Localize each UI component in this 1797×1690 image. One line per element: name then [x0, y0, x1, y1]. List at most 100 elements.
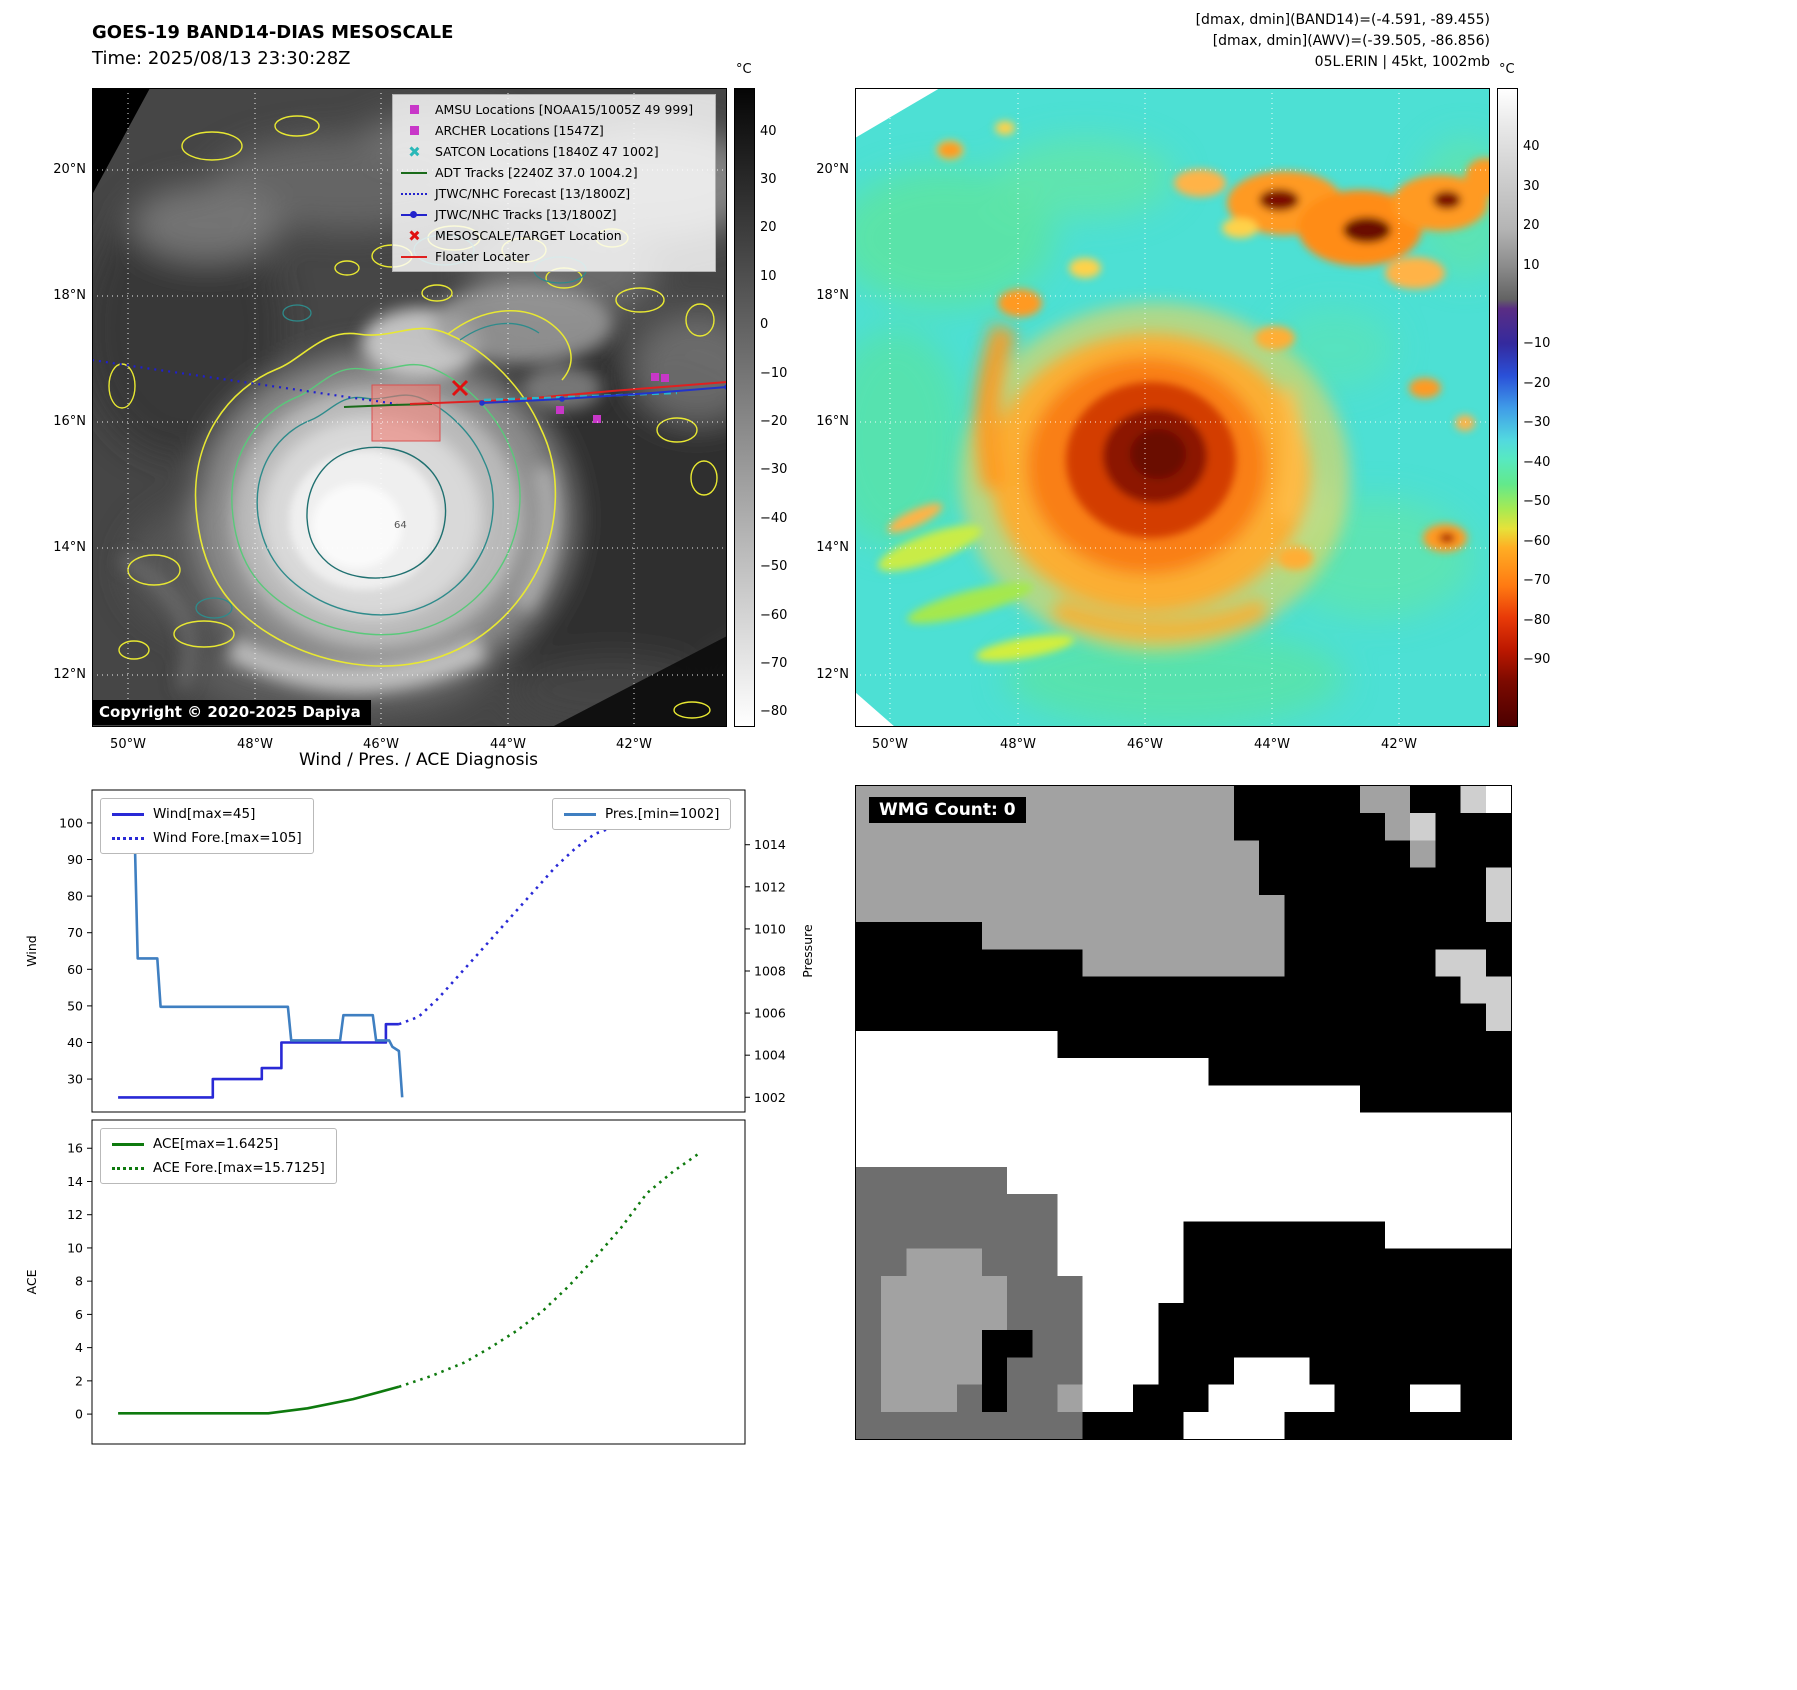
convective-patches — [878, 121, 1490, 662]
map-gridlines — [92, 88, 727, 727]
svg-text:70: 70 — [67, 925, 83, 940]
storm-id-intensity: 05L.ERIN | 45kt, 1002mb — [1314, 54, 1490, 70]
wmg-panel: WMG Count: 0 — [855, 785, 1512, 1440]
jtwc-forecast-line — [92, 358, 398, 406]
map-legend-label: SATCON Locations [1840Z 47 1002] — [435, 144, 659, 159]
scan-edge-bottom-right — [552, 636, 727, 727]
pressure-chart-legend: Pres.[min=1002] — [552, 798, 732, 830]
svg-text:1006: 1006 — [754, 1006, 786, 1021]
awv-colorbar-tick: −50 — [1523, 494, 1551, 510]
copyright-label: Copyright © 2020-2025 Dapiya — [93, 700, 371, 725]
storm-core-cloud — [289, 450, 439, 590]
chart-legend-label: ACE Fore.[max=15.7125] — [153, 1160, 325, 1176]
band14-colorbar-tick: 30 — [760, 171, 777, 187]
awv-colorbar-tick: −90 — [1523, 651, 1551, 667]
band14-colorbar-tick: −50 — [760, 559, 788, 575]
band14-lat-tick: 16°N — [53, 414, 86, 429]
svg-text:16: 16 — [67, 1141, 83, 1156]
band14-colorbar-tick: −60 — [760, 607, 788, 623]
svg-text:4: 4 — [75, 1340, 83, 1355]
amsu-archer-markers — [556, 373, 669, 423]
band14-lon-tick: 46°W — [363, 737, 399, 752]
map-legend-label: ADT Tracks [2240Z 37.0 1004.2] — [435, 165, 638, 180]
svg-text:Wind: Wind — [24, 935, 39, 966]
band14-lat-tick: 14°N — [53, 540, 86, 555]
map-legend-entry: AMSU Locations [NOAA15/1005Z 49 999] — [401, 100, 707, 119]
contour-value-label: 64 — [394, 520, 407, 531]
series-ace-max-1-6425- — [118, 1385, 400, 1415]
band14-lat-tick: 12°N — [53, 667, 86, 682]
chart-legend-entry: Wind[max=45] — [112, 806, 302, 822]
band14-colorbar-tick: −10 — [760, 365, 788, 381]
chart-legend-label: ACE[max=1.6425] — [153, 1136, 279, 1152]
map-legend-label: ARCHER Locations [1547Z] — [435, 123, 604, 138]
map-legend-entry: MESOSCALE/TARGET Location — [401, 226, 707, 245]
svg-text:8: 8 — [75, 1274, 83, 1289]
awv-colorbar-tick: −70 — [1523, 573, 1551, 589]
wind-chart-legend: Wind[max=45] Wind Fore.[max=105] — [100, 798, 314, 854]
ace-chart-legend: ACE[max=1.6425] ACE Fore.[max=15.7125] — [100, 1128, 337, 1184]
band14-colorbar-tick: −20 — [760, 414, 788, 430]
storm-tracks — [92, 358, 727, 408]
band14-time: Time: 2025/08/13 23:30:28Z — [92, 48, 351, 69]
band14-lon-tick: 42°W — [616, 737, 652, 752]
diagnosis-title: Wind / Pres. / ACE Diagnosis — [298, 750, 539, 770]
dotted-line-sample-icon — [112, 1166, 144, 1170]
awv-colorbar — [1497, 88, 1518, 727]
svg-text:0: 0 — [75, 1407, 83, 1422]
map-legend-entry: ADT Tracks [2240Z 37.0 1004.2] — [401, 163, 707, 182]
band14-colorbar-tick: 20 — [760, 220, 777, 236]
awv-lon-tick: 50°W — [872, 737, 908, 752]
awv-colorbar-tick: −60 — [1523, 533, 1551, 549]
wmg-microwave-image — [856, 786, 1511, 1439]
temperature-contours — [108, 115, 718, 719]
svg-text:30: 30 — [67, 1072, 83, 1087]
series-wind-max-45- — [118, 1022, 399, 1099]
awv-lat-tick: 14°N — [816, 540, 849, 555]
band14-colorbar-tick: 40 — [760, 123, 777, 139]
solid-line-sample-icon — [112, 812, 144, 816]
water-vapor-background — [855, 138, 1490, 727]
band14-lon-tick: 50°W — [110, 737, 146, 752]
awv-colorbar-unit: °C — [1499, 62, 1515, 77]
svg-text:12: 12 — [67, 1207, 83, 1222]
map-legend-entry: Floater Locater — [401, 247, 707, 266]
map-legend-entry: JTWC/NHC Tracks [13/1800Z] — [401, 205, 707, 224]
svg-text:40: 40 — [67, 1035, 83, 1050]
svg-text:2: 2 — [75, 1373, 83, 1388]
scan-edge-bottom-left — [855, 692, 895, 727]
awv-colorbar-tick: 10 — [1523, 257, 1540, 273]
svg-text:60: 60 — [67, 962, 83, 977]
band14-lat-tick: 18°N — [53, 288, 86, 303]
band14-lon-tick: 44°W — [490, 737, 526, 752]
svg-text:ACE: ACE — [24, 1269, 39, 1294]
svg-text:1012: 1012 — [754, 879, 786, 894]
jtwc-track-line — [481, 386, 727, 404]
map-legend-label: MESOSCALE/TARGET Location — [435, 228, 622, 243]
wmg-count-label: WMG Count: 0 — [869, 797, 1026, 823]
awv-lat-tick: 16°N — [816, 414, 849, 429]
band14-colorbar-tick: −80 — [760, 704, 788, 720]
band14-map: 64 — [92, 88, 727, 727]
svg-text:100: 100 — [59, 815, 83, 830]
chart-legend-entry: ACE Fore.[max=15.7125] — [112, 1160, 325, 1176]
svg-text:50: 50 — [67, 998, 83, 1013]
square-magenta-marker-icon — [401, 105, 427, 114]
x-cyan-icon — [401, 146, 427, 157]
awv-satellite-image — [855, 88, 1490, 727]
mesoscale-target-x-marker — [451, 379, 469, 397]
map-legend-label: JTWC/NHC Tracks [13/1800Z] — [435, 207, 617, 222]
awv-lon-tick: 48°W — [1000, 737, 1036, 752]
band14-colorbar-tick: 0 — [760, 317, 769, 333]
line-darkgreen-marker-icon — [401, 171, 427, 174]
awv-map — [855, 88, 1490, 727]
awv-colorbar-tick: 40 — [1523, 139, 1540, 155]
line-dot-blue-marker-icon — [401, 210, 427, 218]
band14-colorbar-tick: −70 — [760, 656, 788, 672]
awv-colorbar-tick: −80 — [1523, 612, 1551, 628]
x-red-icon — [401, 230, 427, 241]
band14-title: GOES-19 BAND14-DIAS MESOSCALE — [92, 22, 454, 43]
awv-colorbar-tick: 20 — [1523, 218, 1540, 234]
band14-colorbar-tick: 10 — [760, 268, 777, 284]
map-legend-entry: JTWC/NHC Forecast [13/1800Z] — [401, 184, 707, 203]
